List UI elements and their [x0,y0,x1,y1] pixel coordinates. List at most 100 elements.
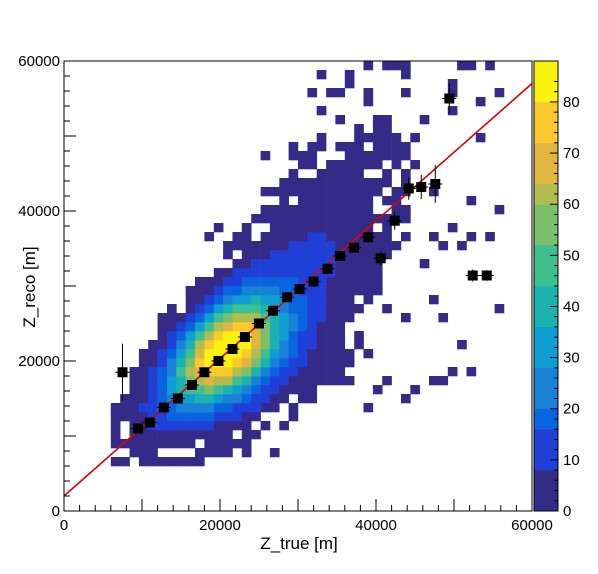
heatmap-cell [260,151,271,161]
heatmap-cell [288,169,299,179]
heatmap-cell [419,115,430,125]
heatmap-cell [316,268,327,278]
heatmap-cell [466,367,477,377]
heatmap-cell [195,421,205,431]
heatmap-cell [185,358,196,368]
heatmap-cell [326,187,336,197]
heatmap-cell [288,331,299,341]
heatmap-cell [138,403,149,413]
colorbar-segment [534,470,558,491]
profile-marker [389,215,400,226]
heatmap-cell [326,241,336,251]
heatmap-cell [148,385,158,395]
heatmap-cell [344,304,355,314]
heatmap-cell [110,430,121,440]
heatmap-cell [372,268,383,278]
profile-point [306,276,321,287]
heatmap-cell [251,313,261,323]
heatmap-cell [269,349,280,359]
heatmap-cell [138,385,149,395]
heatmap-cell [204,385,215,395]
heatmap-cell [307,196,318,206]
heatmap-cell [363,268,374,278]
heatmap-cell [195,358,205,368]
heatmap-cell [213,304,224,314]
heatmap-cell [269,313,280,323]
heatmap-cell [288,241,299,251]
heatmap-cell [307,340,318,350]
heatmap-cell [167,322,177,332]
heatmap-cell [279,250,289,260]
heatmap-cell [354,250,364,260]
heatmap-cell [344,223,355,233]
heatmap-cell [148,358,158,368]
heatmap-cell [279,259,289,269]
heatmap-cell [176,313,186,323]
profile-point [225,344,240,354]
heatmap-cell [372,160,383,170]
heatmap-cell [316,223,327,233]
heatmap-cell [344,358,355,368]
heatmap-cell [335,241,346,251]
heatmap-cell [269,322,280,332]
heatmap-cell [485,61,495,71]
heatmap-cell [363,286,374,296]
heatmap-cell [307,241,318,251]
colorbar-tick-label: 80 [563,94,580,111]
heatmap-cell [241,358,252,368]
x-axis: 0 20000 40000 60000 [60,499,553,534]
profile-point [184,380,199,390]
heatmap-cell [382,124,392,134]
heatmap-cell [382,223,392,233]
heatmap-cell [204,313,215,323]
heatmap-cell [167,331,177,341]
heatmap-cell [298,385,308,395]
heatmap-cell [354,178,364,188]
colorbar-segment [534,326,558,348]
heatmap-cell [485,232,495,242]
heatmap-cell [447,106,458,116]
heatmap-cell [279,205,289,215]
heatmap-cell [213,322,224,332]
heatmap-cell [288,403,299,413]
heatmap-cell [307,205,318,215]
heatmap-cell [354,169,364,179]
heatmap-cell [167,439,177,449]
heatmap-cell [241,385,252,395]
heatmap-cell [260,295,271,305]
heatmap-cell [288,376,299,386]
heatmap-cell [232,439,243,449]
heatmap-cell [335,358,346,368]
heatmap-cell [176,358,186,368]
heatmap-cell [157,313,168,323]
heatmap-cell [185,322,196,332]
heatmap-cell [401,88,411,98]
heatmap-cell [363,295,374,305]
heatmap-cell [185,295,196,305]
heatmap-cell [269,268,280,278]
heatmap-cell [344,142,355,152]
heatmap-cell [232,421,243,431]
heatmap-cell [307,295,318,305]
heatmap-cell [298,187,308,197]
heatmap-cell [269,187,280,197]
heatmap-cell [241,448,252,458]
profile-point [479,270,494,281]
heatmap-cell [195,331,205,341]
heatmap-cell [269,241,280,251]
heatmap-cell [335,178,346,188]
heatmap-cell [157,439,168,449]
heatmap-cell [298,250,308,260]
colorbar-segment [534,265,558,287]
heatmap-cell [157,331,168,341]
colorbar-segment [534,347,558,369]
profile-point [115,343,130,401]
heatmap-cell [326,205,336,215]
heatmap-cell [372,133,383,143]
heatmap-cell [232,331,243,341]
heatmap-cell [475,97,486,107]
heatmap-cell [223,295,233,305]
heatmap-cell [307,259,318,269]
heatmap-cell [129,376,140,386]
heatmap-cell [213,295,224,305]
